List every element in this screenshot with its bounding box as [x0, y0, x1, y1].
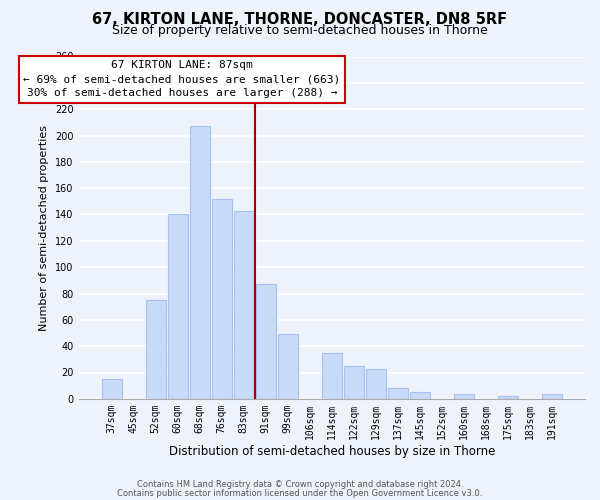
Bar [256, 284, 276, 399]
Bar [388, 388, 408, 399]
Text: Contains public sector information licensed under the Open Government Licence v3: Contains public sector information licen… [118, 488, 482, 498]
Bar [278, 334, 298, 399]
Bar [190, 126, 210, 399]
Text: Size of property relative to semi-detached houses in Thorne: Size of property relative to semi-detach… [112, 24, 488, 37]
Bar [498, 396, 518, 399]
Bar [101, 379, 122, 399]
Bar [146, 300, 166, 399]
Bar [322, 353, 342, 399]
Text: 67 KIRTON LANE: 87sqm
← 69% of semi-detached houses are smaller (663)
30% of sem: 67 KIRTON LANE: 87sqm ← 69% of semi-deta… [23, 60, 341, 98]
X-axis label: Distribution of semi-detached houses by size in Thorne: Distribution of semi-detached houses by … [169, 444, 495, 458]
Bar [212, 198, 232, 399]
Bar [454, 394, 474, 399]
Bar [410, 392, 430, 399]
Text: Contains HM Land Registry data © Crown copyright and database right 2024.: Contains HM Land Registry data © Crown c… [137, 480, 463, 489]
Bar [233, 210, 254, 399]
Bar [542, 394, 562, 399]
Bar [365, 368, 386, 399]
Text: 67, KIRTON LANE, THORNE, DONCASTER, DN8 5RF: 67, KIRTON LANE, THORNE, DONCASTER, DN8 … [92, 12, 508, 28]
Bar [344, 366, 364, 399]
Bar [167, 214, 188, 399]
Y-axis label: Number of semi-detached properties: Number of semi-detached properties [40, 124, 49, 330]
